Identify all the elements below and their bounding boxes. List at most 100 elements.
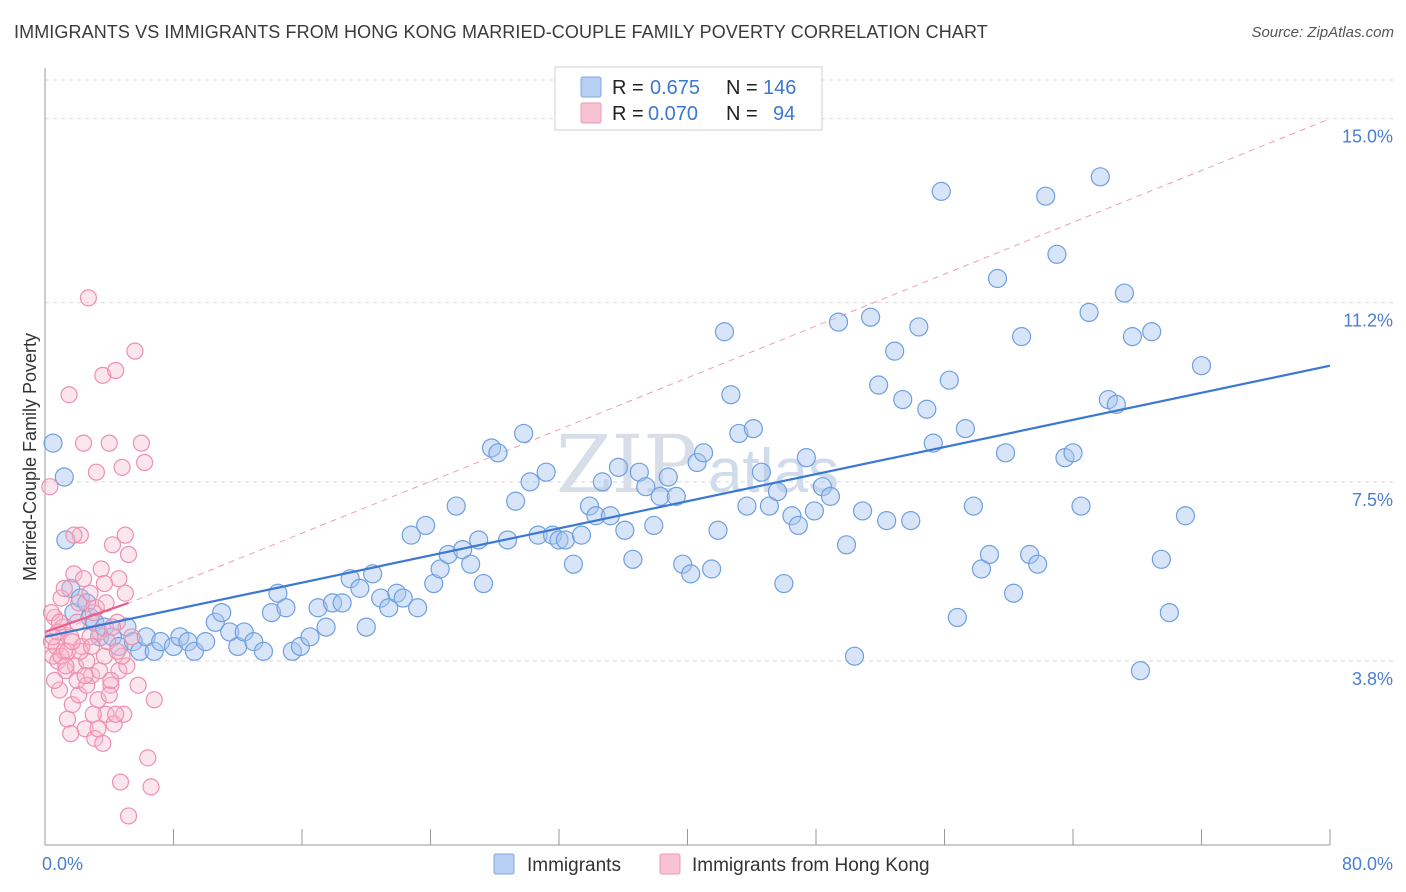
legend-r-label-2: R = <box>612 103 644 125</box>
immigrants-point <box>350 578 370 598</box>
immigrants-point <box>430 559 450 579</box>
immigrants-point <box>1090 167 1110 187</box>
immigrants-point <box>714 322 735 342</box>
hong-kong-point <box>81 584 99 602</box>
immigrants-point <box>555 530 576 550</box>
legend-r-value-1: 0.675 <box>650 77 700 99</box>
immigrants-point <box>767 481 788 502</box>
immigrants-point <box>61 578 81 598</box>
immigrants-point <box>644 515 664 536</box>
hong-kong-point <box>139 749 157 767</box>
immigrants-point <box>917 399 937 419</box>
legend-n-label-1: N = <box>726 77 758 99</box>
immigrants-point <box>955 419 975 439</box>
immigrants-point <box>844 646 865 666</box>
hong-kong-point <box>123 628 141 646</box>
immigrants-point <box>261 602 282 623</box>
bottom-legend: Immigrants Immigrants from Hong Kong <box>493 853 930 876</box>
immigrants-point <box>658 467 678 487</box>
bottom-legend-swatch-immigrants <box>493 853 515 875</box>
hong-kong-point <box>79 289 97 307</box>
hong-kong-point <box>107 705 125 723</box>
immigrants-point <box>109 636 129 657</box>
immigrants-point <box>506 491 526 511</box>
immigrants-point <box>1159 602 1179 623</box>
legend-n-label-2: N = <box>726 103 758 125</box>
immigrants-point <box>939 370 959 390</box>
immigrants-point <box>737 496 757 516</box>
immigrants-points <box>43 167 1212 681</box>
hong-kong-point <box>126 342 144 360</box>
immigrants-point <box>623 549 643 569</box>
immigrants-point <box>1020 544 1040 565</box>
hong-kong-point <box>111 773 130 791</box>
immigrants-point <box>673 554 693 574</box>
immigrants-point <box>893 389 913 410</box>
immigrants-point <box>356 617 376 637</box>
immigrants-point <box>253 641 274 661</box>
immigrants-point <box>1114 283 1135 303</box>
hong-kong-point <box>119 545 138 564</box>
hong-kong-point <box>113 647 131 665</box>
immigrants-point <box>379 598 399 618</box>
hong-kong-point <box>95 574 114 593</box>
immigrants-point <box>123 632 143 652</box>
immigrants-point <box>393 588 413 608</box>
immigrants-point <box>151 632 171 652</box>
hong-kong-point <box>82 637 101 656</box>
immigrants-point <box>1122 327 1143 347</box>
immigrants-point <box>693 443 714 463</box>
hong-kong-point <box>108 642 126 660</box>
hong-kong-point <box>87 463 106 481</box>
immigrants-point <box>869 375 889 395</box>
y-axis-label: Married-Couple Family Poverty <box>20 333 40 581</box>
immigrants-point <box>205 612 225 632</box>
immigrants-point <box>861 307 881 327</box>
immigrants-point <box>681 564 701 584</box>
bottom-legend-immigrants: Immigrants <box>527 855 621 876</box>
legend-r-value-2: 0.070 <box>648 103 698 125</box>
hong-kong-point <box>102 671 120 689</box>
immigrants-point <box>774 573 794 594</box>
hong-kong-point <box>110 570 128 588</box>
immigrants-point <box>759 496 780 516</box>
immigrants-point <box>290 636 310 657</box>
trend-lines <box>44 364 1331 638</box>
immigrants-point <box>885 341 905 361</box>
hong-kong-point <box>100 434 118 452</box>
hong-kong-point <box>58 710 77 728</box>
hong-kong-point <box>55 579 73 597</box>
immigrants-point <box>446 496 466 516</box>
immigrants-point <box>1011 327 1032 347</box>
immigrants-point <box>244 632 264 652</box>
bottom-legend-swatch-hong-kong <box>659 853 681 875</box>
immigrants-point <box>636 477 656 497</box>
hong-kong-point <box>70 594 88 612</box>
immigrants-point <box>322 593 343 613</box>
hong-kong-point <box>94 734 112 752</box>
immigrants-point <box>536 462 556 482</box>
legend-n-value-1: 146 <box>763 77 796 99</box>
hong-kong-point <box>116 584 134 602</box>
hong-kong-trend-line <box>44 601 129 634</box>
x-tick-label-min: 0.0% <box>42 854 83 874</box>
hong-kong-point <box>63 633 81 651</box>
immigrants-point <box>987 268 1008 289</box>
immigrants-point <box>571 525 592 545</box>
tick-labels: 3.8% 7.5% 11.2% 15.0% 0.0% 80.0% <box>42 127 1393 874</box>
immigrants-point <box>836 535 857 555</box>
immigrants-point <box>909 317 929 337</box>
hong-kong-point <box>86 729 104 748</box>
immigrants-point <box>947 607 967 628</box>
immigrants-point <box>592 472 612 492</box>
immigrants-point <box>1175 506 1196 526</box>
hong-kong-point <box>116 526 134 544</box>
legend-swatch-hong-kong <box>580 102 602 124</box>
immigrants-point <box>995 443 1016 463</box>
immigrants-point <box>812 477 833 497</box>
immigrants-point <box>461 554 481 574</box>
hong-kong-point <box>57 657 75 675</box>
immigrants-point <box>1063 443 1083 463</box>
y-tick-label: 7.5% <box>1352 490 1393 510</box>
immigrants-point <box>514 423 534 444</box>
